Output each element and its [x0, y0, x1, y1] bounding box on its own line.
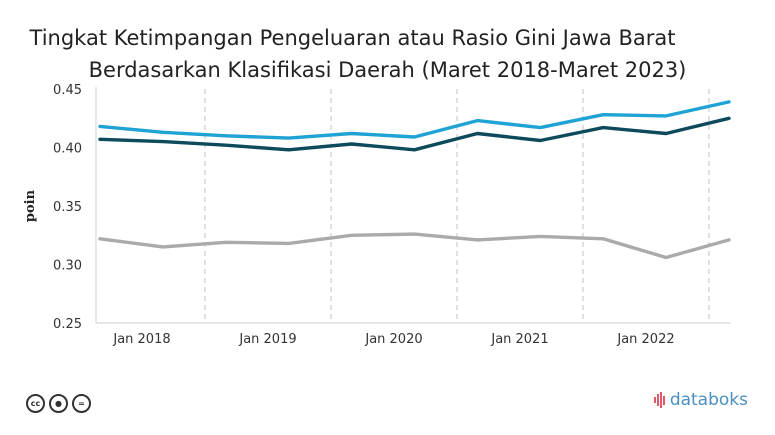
chart-title: Tingkat Ketimpangan Pengeluaran atau Ras… — [0, 22, 775, 86]
series-line-0 — [98, 100, 731, 140]
y-tick-label-2: 0.35 — [53, 200, 82, 215]
y-axis-label: poin — [23, 189, 38, 222]
x-tick-label-2: Jan 2020 — [364, 332, 422, 347]
y-tick-label-3: 0.30 — [53, 259, 82, 274]
chart-title-line2: Berdasarkan Klasifikasi Daerah (Maret 20… — [88, 58, 687, 82]
x-tick-label-4: Jan 2022 — [616, 332, 674, 347]
chart-title-line1: Tingkat Ketimpangan Pengeluaran atau Ras… — [29, 26, 676, 50]
brand-bars-icon — [653, 392, 665, 408]
brand-logo: databoks — [653, 390, 748, 410]
series-line-1 — [98, 116, 731, 152]
y-tick-label-4: 0.25 — [53, 317, 82, 332]
x-tick-label-3: Jan 2021 — [490, 332, 548, 347]
nd-icon: = — [72, 394, 91, 413]
x-tick-label-0: Jan 2018 — [112, 332, 170, 347]
y-tick-label-1: 0.40 — [53, 142, 82, 157]
brand-name: databoks — [669, 390, 748, 410]
by-icon: ● — [49, 394, 68, 413]
y-tick-label-0: 0.45 — [53, 83, 82, 98]
cc-icon: cc — [26, 394, 45, 413]
series-line-2 — [98, 232, 731, 260]
license-icons: cc ● = — [26, 394, 91, 413]
x-tick-label-1: Jan 2019 — [238, 332, 296, 347]
line-chart: 0.45 0.40 0.35 0.30 0.25 Jan 2018 Jan 2019 Jan … — [23, 83, 731, 347]
